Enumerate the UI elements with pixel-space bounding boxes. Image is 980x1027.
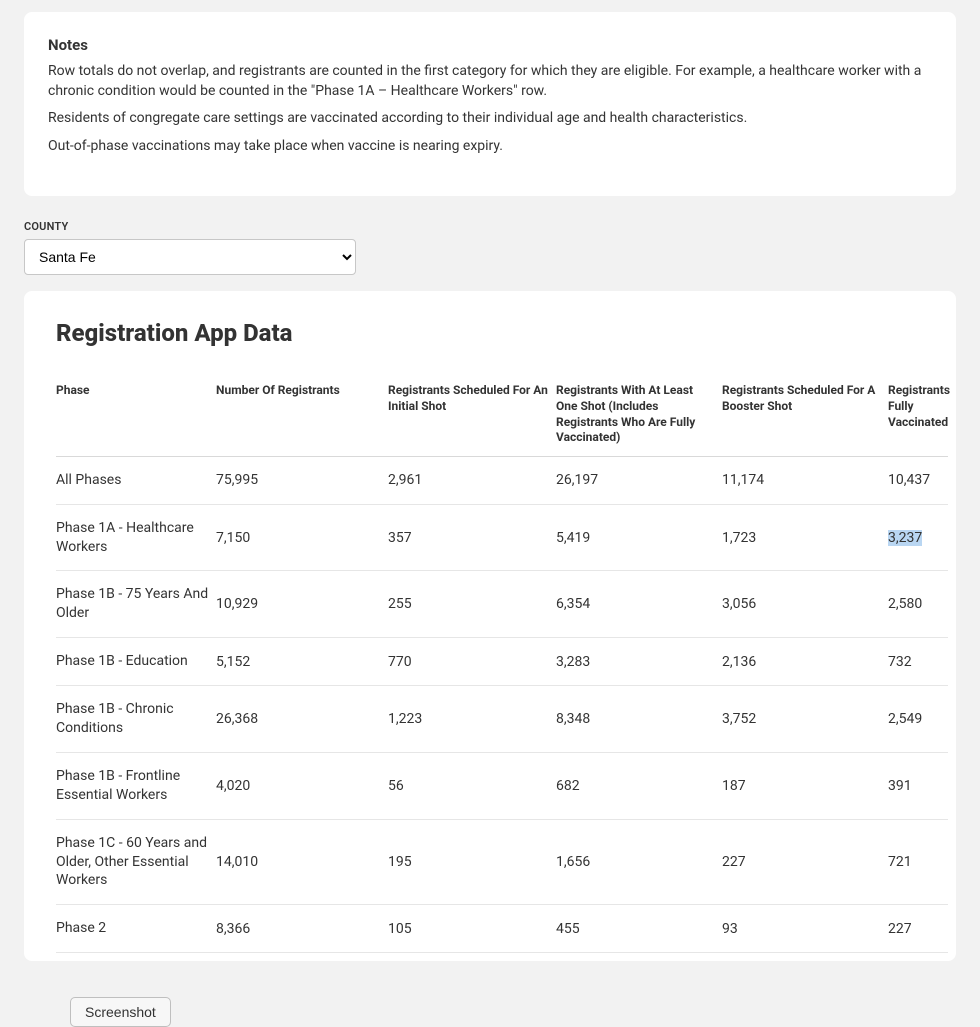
cell-initial: 105 — [388, 905, 556, 953]
cell-initial: 195 — [388, 819, 556, 905]
cell-phase: Phase 1A - Healthcare Workers — [56, 504, 216, 571]
cell-initial: 770 — [388, 638, 556, 686]
cell-initial: 1,223 — [388, 686, 556, 753]
cell-phase: Phase 1B - Education — [56, 638, 216, 686]
cell-phase: Phase 1C - 60 Years and Older, Other Ess… — [56, 819, 216, 905]
cell-full: 721 — [888, 819, 948, 905]
registration-table: Phase Number Of Registrants Registrants … — [56, 375, 948, 953]
notes-title: Notes — [48, 36, 932, 54]
notes-paragraph: Out-of-phase vaccinations may take place… — [48, 137, 932, 157]
cell-oneshot: 26,197 — [556, 456, 722, 504]
cell-full: 3,237 — [888, 504, 948, 571]
cell-full: 227 — [888, 905, 948, 953]
cell-initial: 255 — [388, 571, 556, 638]
cell-booster: 93 — [722, 905, 888, 953]
cell-phase: Phase 1B - Chronic Conditions — [56, 686, 216, 753]
cell-booster: 187 — [722, 752, 888, 819]
cell-oneshot: 5,419 — [556, 504, 722, 571]
cell-number: 5,152 — [216, 638, 388, 686]
cell-oneshot: 682 — [556, 752, 722, 819]
county-select[interactable]: Santa Fe — [24, 239, 356, 275]
table-row: Phase 1A - Healthcare Workers7,1503575,4… — [56, 504, 948, 571]
table-row: Phase 1C - 60 Years and Older, Other Ess… — [56, 819, 948, 905]
cell-full: 2,580 — [888, 571, 948, 638]
screenshot-button[interactable]: Screenshot — [70, 997, 171, 1027]
cell-initial: 357 — [388, 504, 556, 571]
col-header-number: Number Of Registrants — [216, 375, 388, 456]
cell-phase: All Phases — [56, 456, 216, 504]
county-selector-wrap: COUNTY Santa Fe — [24, 220, 956, 275]
cell-phase: Phase 1B - Frontline Essential Workers — [56, 752, 216, 819]
cell-number: 4,020 — [216, 752, 388, 819]
notes-paragraph: Row totals do not overlap, and registran… — [48, 62, 932, 101]
cell-full: 2,549 — [888, 686, 948, 753]
cell-number: 14,010 — [216, 819, 388, 905]
cell-booster: 227 — [722, 819, 888, 905]
cell-full: 391 — [888, 752, 948, 819]
cell-full: 732 — [888, 638, 948, 686]
cell-number: 7,150 — [216, 504, 388, 571]
cell-number: 75,995 — [216, 456, 388, 504]
cell-number: 26,368 — [216, 686, 388, 753]
cell-booster: 3,056 — [722, 571, 888, 638]
cell-oneshot: 3,283 — [556, 638, 722, 686]
county-label: COUNTY — [24, 220, 956, 233]
cell-booster: 3,752 — [722, 686, 888, 753]
table-row: Phase 1B - Chronic Conditions26,3681,223… — [56, 686, 948, 753]
cell-phase: Phase 1B - 75 Years And Older — [56, 571, 216, 638]
table-row: Phase 1B - Frontline Essential Workers4,… — [56, 752, 948, 819]
table-row: Phase 1B - 75 Years And Older10,9292556,… — [56, 571, 948, 638]
col-header-phase: Phase — [56, 375, 216, 456]
table-row: Phase 1B - Education5,1527703,2832,13673… — [56, 638, 948, 686]
data-table-title: Registration App Data — [56, 319, 924, 347]
cell-booster: 2,136 — [722, 638, 888, 686]
notes-card: Notes Row totals do not overlap, and reg… — [24, 12, 956, 196]
table-row: All Phases75,9952,96126,19711,17410,437 — [56, 456, 948, 504]
cell-initial: 56 — [388, 752, 556, 819]
cell-oneshot: 455 — [556, 905, 722, 953]
cell-booster: 1,723 — [722, 504, 888, 571]
notes-paragraph: Residents of congregate care settings ar… — [48, 109, 932, 129]
registration-data-card: Registration App Data Phase Number Of Re… — [24, 291, 956, 961]
table-row: Phase 28,36610545593227 — [56, 905, 948, 953]
cell-oneshot: 1,656 — [556, 819, 722, 905]
cell-oneshot: 8,348 — [556, 686, 722, 753]
cell-number: 10,929 — [216, 571, 388, 638]
col-header-booster: Registrants Scheduled For A Booster Shot — [722, 375, 888, 456]
col-header-full: Registrants Fully Vaccinated — [888, 375, 948, 456]
cell-full: 10,437 — [888, 456, 948, 504]
col-header-oneshot: Registrants With At Least One Shot (Incl… — [556, 375, 722, 456]
cell-oneshot: 6,354 — [556, 571, 722, 638]
cell-number: 8,366 — [216, 905, 388, 953]
cell-booster: 11,174 — [722, 456, 888, 504]
table-header-row: Phase Number Of Registrants Registrants … — [56, 375, 948, 456]
highlighted-value: 3,237 — [888, 530, 922, 546]
col-header-initial: Registrants Scheduled For An Initial Sho… — [388, 375, 556, 456]
cell-phase: Phase 2 — [56, 905, 216, 953]
cell-initial: 2,961 — [388, 456, 556, 504]
